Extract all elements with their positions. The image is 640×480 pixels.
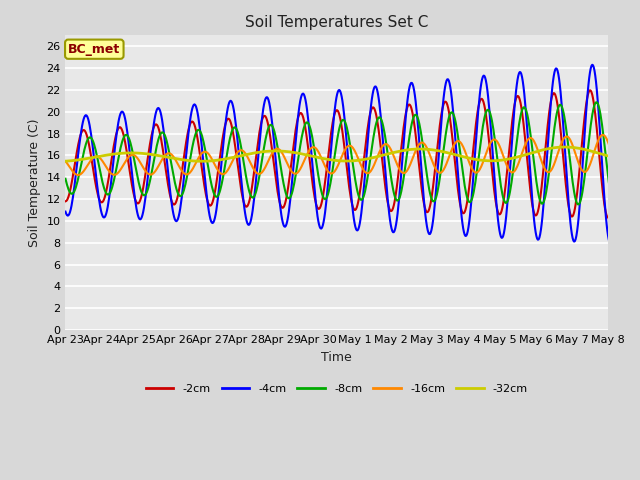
-2cm (236, 178, 244, 184)
-32cm (198, 158, 206, 164)
-8cm (628, 97, 636, 103)
-4cm (607, 240, 614, 246)
-2cm (622, 84, 630, 90)
-32cm (61, 158, 69, 164)
-16cm (61, 158, 69, 164)
Title: Soil Temperatures Set C: Soil Temperatures Set C (245, 15, 429, 30)
-8cm (61, 176, 69, 181)
-32cm (415, 146, 423, 152)
-16cm (448, 146, 456, 152)
-32cm (129, 150, 137, 156)
-4cm (129, 183, 137, 189)
-16cm (266, 156, 273, 162)
-2cm (61, 198, 69, 204)
-16cm (415, 141, 423, 147)
-8cm (287, 194, 294, 200)
-16cm (237, 147, 244, 153)
Legend: -2cm, -4cm, -8cm, -16cm, -32cm: -2cm, -4cm, -8cm, -16cm, -32cm (141, 379, 532, 398)
-4cm (287, 196, 294, 202)
-4cm (61, 209, 69, 215)
-16cm (74, 172, 82, 178)
-4cm (236, 161, 244, 167)
Line: -32cm: -32cm (65, 147, 640, 161)
-16cm (287, 168, 295, 174)
-32cm (287, 149, 295, 155)
Line: -4cm: -4cm (65, 61, 640, 243)
-32cm (266, 148, 273, 154)
-16cm (635, 131, 640, 136)
-4cm (415, 131, 422, 137)
X-axis label: Time: Time (321, 350, 352, 363)
-8cm (611, 202, 618, 208)
Line: -16cm: -16cm (65, 133, 640, 175)
Line: -2cm: -2cm (65, 87, 640, 219)
-16cm (131, 152, 138, 158)
-8cm (264, 125, 272, 131)
-8cm (236, 137, 244, 143)
Y-axis label: Soil Temperature (C): Soil Temperature (C) (28, 119, 41, 247)
Text: BC_met: BC_met (68, 43, 120, 56)
-8cm (447, 109, 455, 115)
-32cm (448, 151, 456, 156)
-32cm (561, 144, 569, 150)
-8cm (129, 153, 137, 159)
-2cm (447, 124, 455, 130)
-8cm (415, 118, 422, 124)
-2cm (287, 168, 294, 174)
-2cm (264, 123, 272, 129)
-4cm (625, 58, 632, 64)
Line: -8cm: -8cm (65, 100, 640, 205)
-2cm (415, 159, 422, 165)
-32cm (237, 153, 244, 159)
-4cm (264, 97, 272, 103)
-4cm (447, 90, 455, 96)
-2cm (129, 190, 137, 195)
